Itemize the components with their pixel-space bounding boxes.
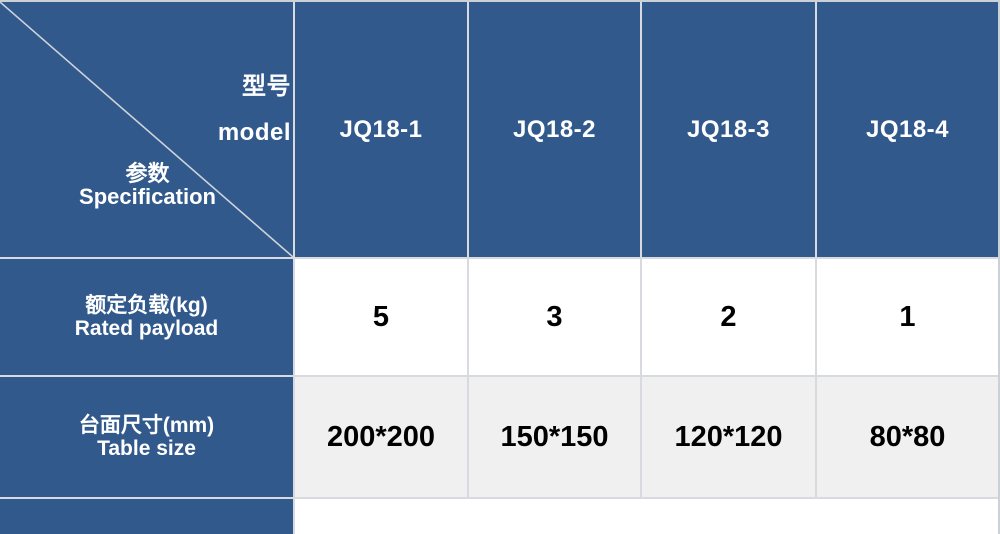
row-label-partial <box>0 499 293 534</box>
value-size-jq18-3: 120*120 <box>642 377 815 497</box>
diagonal-divider-line <box>0 2 293 257</box>
model-label-zh: 型号 <box>242 73 291 100</box>
column-header-jq18-1: JQ18-1 <box>295 2 467 257</box>
value-payload-jq18-2: 3 <box>469 259 640 375</box>
spec-label-zh: 参数 <box>125 161 170 186</box>
corner-header-cell: 型号 model 参数 Specification <box>0 2 293 257</box>
column-header-jq18-2: JQ18-2 <box>469 2 640 257</box>
spec-label-en: Specification <box>79 184 216 209</box>
model-label-en: model <box>217 119 291 146</box>
value-size-jq18-2: 150*150 <box>469 377 640 497</box>
value-payload-jq18-4: 1 <box>817 259 998 375</box>
model-axis-label: 型号 model <box>218 64 291 156</box>
row-label-zh: 台面尺寸(mm) <box>78 414 215 437</box>
column-header-jq18-4: JQ18-4 <box>817 2 998 257</box>
row-label-en: Rated payload <box>74 317 219 340</box>
row-label-table-size: 台面尺寸(mm) Table size <box>0 377 293 497</box>
row-label-rated-payload: 额定负载(kg) Rated payload <box>0 259 293 375</box>
column-header-jq18-3: JQ18-3 <box>642 2 815 257</box>
partial-row-data-area <box>295 499 998 534</box>
value-size-jq18-4: 80*80 <box>817 377 998 497</box>
spec-axis-label: 参数 Specification <box>30 162 265 208</box>
row-label-zh: 额定负载(kg) <box>85 294 208 317</box>
row-label-en: Table size <box>97 437 196 460</box>
value-payload-jq18-3: 2 <box>642 259 815 375</box>
value-payload-jq18-1: 5 <box>295 259 467 375</box>
value-size-jq18-1: 200*200 <box>295 377 467 497</box>
